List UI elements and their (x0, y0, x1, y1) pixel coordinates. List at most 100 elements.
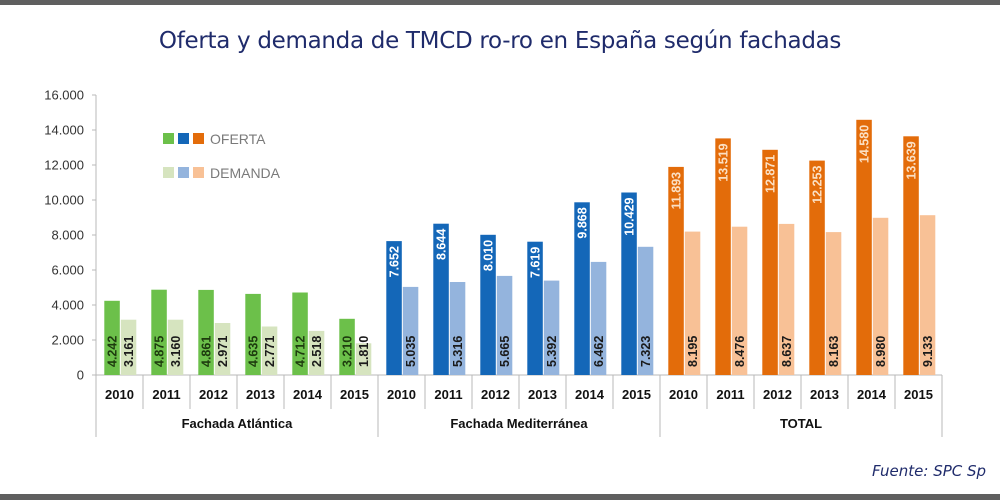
bar-oferta (903, 136, 919, 375)
group-label: Fachada Mediterránea (450, 416, 588, 431)
bar-oferta (245, 293, 261, 375)
data-label: 4.712 (294, 336, 308, 367)
x-tick-label: 2014 (857, 387, 887, 402)
data-label: 7.619 (529, 247, 543, 278)
data-label: 4.861 (200, 336, 214, 367)
x-tick-label: 2014 (575, 387, 605, 402)
bar-oferta (151, 289, 167, 375)
y-tick-label: 2.000 (51, 333, 84, 348)
data-label: 14.580 (858, 125, 872, 163)
x-tick-label: 2012 (481, 387, 510, 402)
group-label: TOTAL (780, 416, 822, 431)
x-tick-label: 2011 (152, 387, 180, 402)
legend-swatch (193, 167, 204, 178)
data-label: 7.652 (388, 246, 402, 277)
bars (104, 119, 936, 375)
data-label: 4.635 (247, 336, 261, 367)
data-label: 9.133 (921, 336, 935, 367)
bar-oferta (480, 234, 496, 375)
bottom-border (0, 494, 1000, 500)
x-tick-label: 2013 (246, 387, 275, 402)
bar-oferta (386, 241, 402, 375)
bar-demanda (449, 282, 466, 375)
data-label: 8.637 (780, 336, 794, 367)
bar-oferta (574, 202, 590, 375)
legend-swatch (163, 133, 174, 144)
group-label: Fachada Atlántica (182, 416, 294, 431)
data-label: 2.971 (216, 336, 230, 367)
x-tick-label: 2013 (528, 387, 557, 402)
bar-demanda (355, 343, 372, 375)
bar-oferta (856, 119, 872, 375)
data-label: 5.316 (451, 336, 465, 367)
bar-oferta (809, 160, 825, 375)
data-label: 3.161 (122, 336, 136, 367)
legend-label: DEMANDA (210, 165, 281, 181)
legend-swatch (193, 133, 204, 144)
bar-oferta (715, 138, 731, 375)
bar-demanda (261, 326, 278, 375)
bar-oferta (339, 318, 355, 375)
x-tick-label: 2015 (340, 387, 369, 402)
data-label: 8.980 (874, 336, 888, 367)
data-label: 8.195 (686, 336, 700, 367)
data-label: 13.519 (717, 143, 731, 181)
x-tick-label: 2010 (669, 387, 698, 402)
x-tick-label: 2012 (199, 387, 228, 402)
x-tick-label: 2011 (434, 387, 462, 402)
data-label: 3.160 (169, 336, 183, 367)
bar-oferta (527, 241, 543, 375)
data-label: 3.210 (341, 336, 355, 367)
x-tick-label: 2015 (904, 387, 933, 402)
y-tick-label: 8.000 (51, 228, 84, 243)
data-label: 1.810 (357, 336, 371, 367)
legend-swatch (163, 167, 174, 178)
data-label: 10.429 (623, 197, 637, 235)
bar-demanda (214, 323, 231, 375)
bar-demanda (637, 246, 654, 375)
y-tick-label: 6.000 (51, 263, 84, 278)
x-tick-label: 2015 (622, 387, 651, 402)
axes: 0 2.000 4.000 6.000 8.000 10.000 12.000 14.000 1… (44, 88, 943, 437)
bar-demanda (872, 217, 889, 375)
bar-demanda (731, 226, 748, 375)
data-label: 13.639 (905, 141, 919, 179)
data-label: 4.242 (106, 336, 120, 367)
bar-demanda (543, 280, 560, 375)
bar-oferta (433, 223, 449, 375)
x-tick-label: 2014 (293, 387, 323, 402)
data-label: 4.875 (153, 336, 167, 367)
data-label: 8.163 (827, 336, 841, 367)
data-label: 8.476 (733, 336, 747, 367)
bar-oferta (292, 292, 308, 375)
data-label: 5.035 (404, 336, 418, 367)
legend-swatch (178, 133, 189, 144)
bar-demanda (120, 319, 137, 375)
y-tick-label: 12.000 (44, 158, 84, 173)
bar-demanda (308, 330, 325, 375)
data-label: 6.462 (592, 336, 606, 367)
bar-demanda (919, 215, 936, 375)
y-tick-label: 14.000 (44, 123, 84, 138)
x-tick-label: 2010 (105, 387, 134, 402)
source-note: Fuente: SPC Sp (872, 462, 987, 480)
bar-demanda (402, 286, 419, 375)
bar-demanda (167, 319, 184, 375)
bar-demanda (684, 231, 701, 375)
bar-oferta (198, 289, 214, 375)
data-label: 12.871 (764, 155, 778, 193)
y-tick-label: 4.000 (51, 298, 84, 313)
chart-title: Oferta y demanda de TMCD ro-ro en España… (158, 28, 842, 54)
bar-demanda (496, 275, 513, 375)
bar-demanda (825, 232, 842, 375)
data-labels: 4.242 3.161 4.875 3.160 4.861 2.971 4.635 2.771… (106, 125, 936, 367)
data-label: 5.665 (498, 336, 512, 367)
y-tick-label: 10.000 (44, 193, 84, 208)
bar-oferta (762, 149, 778, 375)
legend-swatch (178, 167, 189, 178)
data-label: 8.010 (482, 240, 496, 271)
x-tick-label: 2010 (387, 387, 416, 402)
data-label: 8.644 (435, 229, 449, 260)
bar-demanda (778, 223, 795, 375)
